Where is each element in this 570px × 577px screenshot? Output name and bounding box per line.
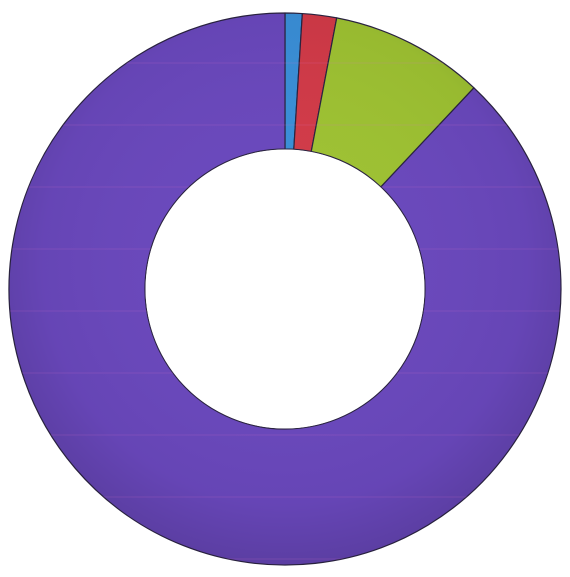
donut-hole	[145, 149, 425, 429]
